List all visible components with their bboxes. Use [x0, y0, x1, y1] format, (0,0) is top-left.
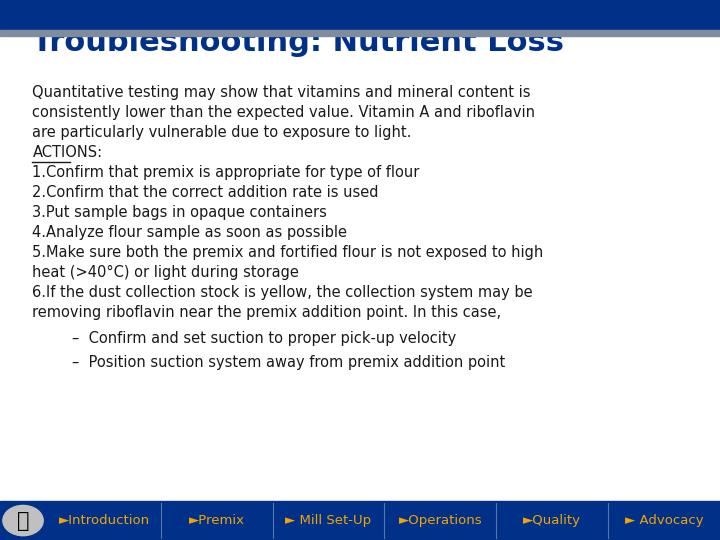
- Text: ►Operations: ►Operations: [399, 514, 482, 527]
- Bar: [0, 0, 720, 30]
- Text: 1.Confirm that premix is appropriate for type of flour: 1.Confirm that premix is appropriate for…: [32, 165, 420, 180]
- Text: Troubleshooting: Nutrient Loss: Troubleshooting: Nutrient Loss: [32, 28, 564, 57]
- Bar: [0, 30, 720, 36]
- Circle shape: [3, 505, 43, 536]
- Text: heat (>40°C) or light during storage: heat (>40°C) or light during storage: [32, 265, 300, 280]
- Text: –  Position suction system away from premix addition point: – Position suction system away from prem…: [72, 355, 505, 370]
- Text: ►Quality: ►Quality: [523, 514, 581, 527]
- Text: 5.Make sure both the premix and fortified flour is not exposed to high: 5.Make sure both the premix and fortifie…: [32, 245, 544, 260]
- Text: removing riboflavin near the premix addition point. In this case,: removing riboflavin near the premix addi…: [32, 305, 502, 320]
- Text: –  Confirm and set suction to proper pick-up velocity: – Confirm and set suction to proper pick…: [72, 330, 456, 346]
- Text: 6.If the dust collection stock is yellow, the collection system may be: 6.If the dust collection stock is yellow…: [32, 285, 533, 300]
- Text: Quantitative testing may show that vitamins and mineral content is: Quantitative testing may show that vitam…: [32, 85, 531, 100]
- Text: ► Mill Set-Up: ► Mill Set-Up: [286, 514, 372, 527]
- Text: 3.Put sample bags in opaque containers: 3.Put sample bags in opaque containers: [32, 205, 328, 220]
- Text: ACTIONS:: ACTIONS:: [32, 145, 102, 160]
- Text: ►Introduction: ►Introduction: [59, 514, 150, 527]
- Text: are particularly vulnerable due to exposure to light.: are particularly vulnerable due to expos…: [32, 125, 412, 140]
- Text: ► Advocacy: ► Advocacy: [625, 514, 703, 527]
- Text: 2.Confirm that the correct addition rate is used: 2.Confirm that the correct addition rate…: [32, 185, 379, 200]
- Text: 🌐: 🌐: [17, 510, 30, 531]
- Bar: [0, 501, 720, 540]
- Text: consistently lower than the expected value. Vitamin A and riboflavin: consistently lower than the expected val…: [32, 105, 536, 120]
- Text: 4.Analyze flour sample as soon as possible: 4.Analyze flour sample as soon as possib…: [32, 225, 347, 240]
- Text: ►Premix: ►Premix: [189, 514, 245, 527]
